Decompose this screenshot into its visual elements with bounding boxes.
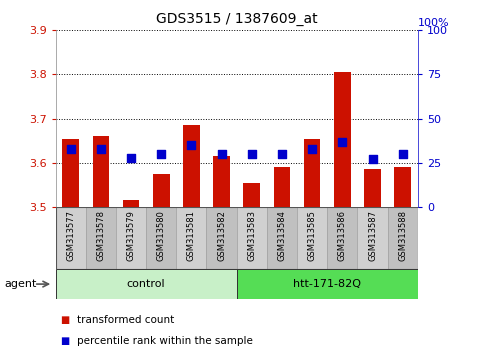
Text: GSM313580: GSM313580 (156, 210, 166, 261)
Bar (243, 183, 260, 207)
Bar (388, 207, 418, 269)
Point (248, 151, 256, 157)
Text: GSM313577: GSM313577 (66, 210, 75, 261)
Bar (334, 72, 351, 207)
Bar (116, 207, 146, 269)
Bar (237, 269, 418, 299)
Bar (93, 136, 109, 207)
Bar (395, 167, 411, 207)
Point (308, 146, 316, 152)
Text: GSM313579: GSM313579 (127, 210, 136, 261)
Bar (62, 138, 79, 207)
Text: GSM313581: GSM313581 (187, 210, 196, 261)
Bar (86, 207, 116, 269)
Text: GSM313584: GSM313584 (277, 210, 286, 261)
Bar (364, 170, 381, 207)
Bar (56, 269, 237, 299)
Bar (183, 125, 199, 207)
Text: 100%: 100% (418, 18, 449, 28)
Bar (274, 167, 290, 207)
Text: percentile rank within the sample: percentile rank within the sample (77, 336, 253, 346)
Text: GSM313586: GSM313586 (338, 210, 347, 261)
Text: control: control (127, 279, 165, 289)
Text: htt-171-82Q: htt-171-82Q (293, 279, 361, 289)
Point (218, 151, 226, 157)
Text: ■: ■ (60, 315, 70, 325)
Bar (297, 207, 327, 269)
Point (97, 146, 105, 152)
Bar (357, 207, 388, 269)
Bar (267, 207, 297, 269)
Point (127, 155, 135, 160)
Text: GSM313583: GSM313583 (247, 210, 256, 261)
Point (157, 151, 165, 157)
Text: GSM313578: GSM313578 (96, 210, 105, 261)
Text: GSM313588: GSM313588 (398, 210, 407, 261)
Text: GSM313582: GSM313582 (217, 210, 226, 261)
Bar (176, 207, 207, 269)
Text: ■: ■ (60, 336, 70, 346)
Point (187, 142, 195, 148)
Point (369, 156, 376, 162)
Bar (56, 207, 86, 269)
Text: agent: agent (5, 279, 37, 289)
Point (278, 151, 286, 157)
Bar (327, 207, 357, 269)
Point (67, 146, 74, 152)
Bar (213, 156, 230, 207)
Text: GSM313587: GSM313587 (368, 210, 377, 261)
Bar (304, 138, 320, 207)
Bar (153, 174, 170, 207)
Bar (207, 207, 237, 269)
Point (399, 151, 407, 157)
Text: transformed count: transformed count (77, 315, 174, 325)
Point (339, 139, 346, 144)
Bar (123, 200, 139, 207)
Bar (146, 207, 176, 269)
Text: GSM313585: GSM313585 (308, 210, 317, 261)
Title: GDS3515 / 1387609_at: GDS3515 / 1387609_at (156, 12, 317, 26)
Bar (237, 207, 267, 269)
